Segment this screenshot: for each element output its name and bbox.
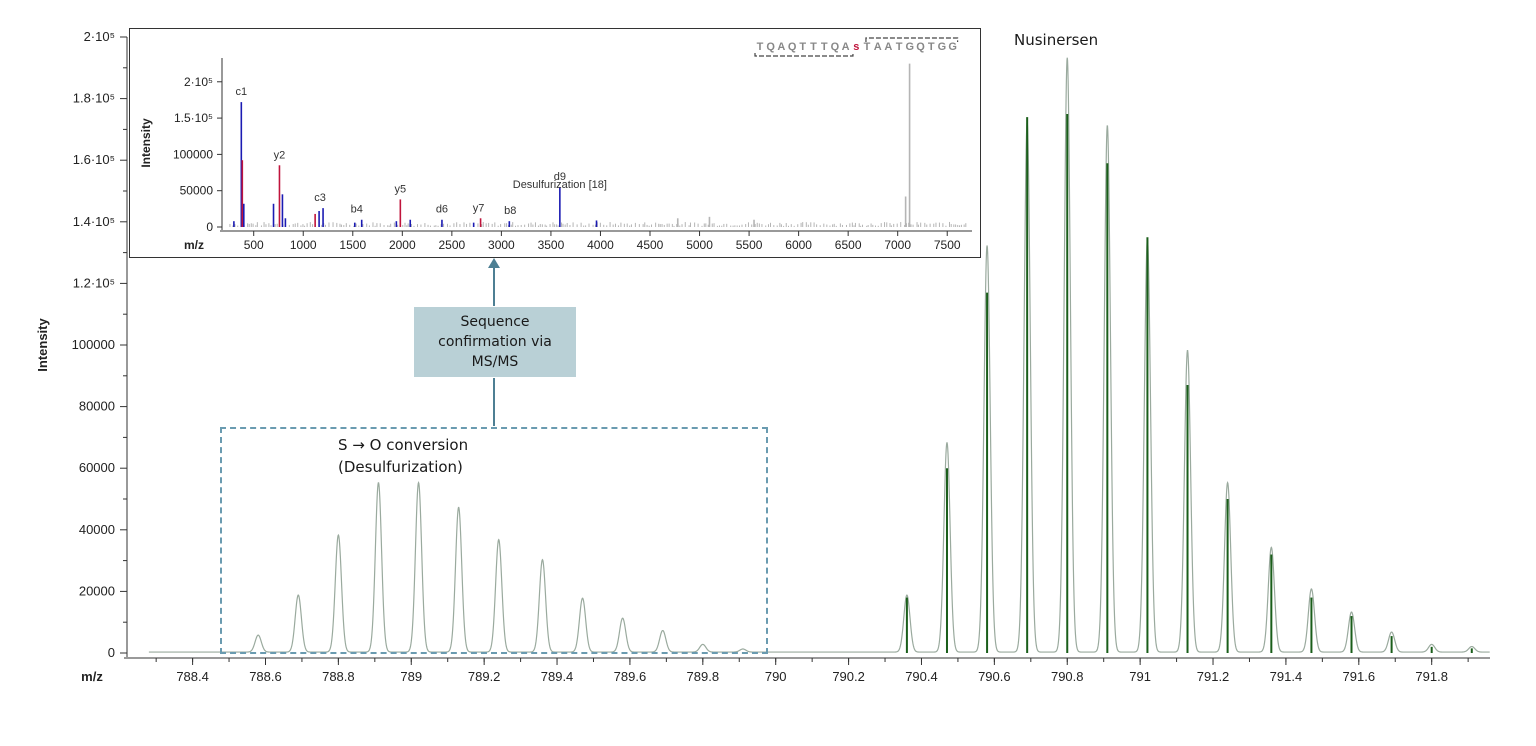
desulfurization-region-box <box>220 427 768 654</box>
x-tick-label: 790.4 <box>905 669 938 684</box>
sequence-residue: A <box>874 41 882 53</box>
x-tick-label: 790 <box>765 669 787 684</box>
y-tick-label: 20000 <box>79 583 115 598</box>
nusinersen-label: Nusinersen <box>1014 31 1099 49</box>
sequence-residue: Q <box>916 41 925 53</box>
fragment-label: b4 <box>351 204 363 216</box>
inset-y-tick-label: 50000 <box>180 184 214 198</box>
fragment-label: y7 <box>473 202 485 214</box>
x-tick-label: 788.4 <box>176 669 209 684</box>
x-tick-label: 791 <box>1129 669 1151 684</box>
inset-x-tick-label: 500 <box>244 238 264 252</box>
sequence-residue: G <box>938 41 947 53</box>
inset-x-tick-label: 3000 <box>488 238 515 252</box>
inset-x-tick-label: 2500 <box>439 238 466 252</box>
y-tick-label: 60000 <box>79 460 115 475</box>
y-tick-label: 2·10⁵ <box>84 29 115 44</box>
inset-background <box>130 29 980 257</box>
sequence-bracket-upper <box>865 37 959 42</box>
main-spectrum-chart: 0200004000060000800001000001.2·10⁵1.4·10… <box>35 29 1490 684</box>
inset-x-tick-label: 7500 <box>934 238 961 252</box>
sequence-residue: T <box>864 41 871 53</box>
x-tick-label: 790.6 <box>978 669 1011 684</box>
sequence-residue: T <box>810 41 817 53</box>
y-tick-label: 80000 <box>79 399 115 414</box>
inset-x-tick-label: 2000 <box>389 238 416 252</box>
inset-x-tick-label: 1000 <box>290 238 317 252</box>
sequence-residue: T <box>928 41 935 53</box>
x-tick-label: 789 <box>400 669 422 684</box>
inset-x-tick-label: 5000 <box>686 238 713 252</box>
x-tick-label: 791.2 <box>1197 669 1230 684</box>
fragment-label: b8 <box>504 205 516 217</box>
fragment-label: d6 <box>436 204 448 216</box>
sequence-residue: A <box>777 41 785 53</box>
fragment-label: c3 <box>314 192 326 204</box>
x-tick-label: 789.2 <box>468 669 501 684</box>
fragment-label: d9 <box>554 171 566 183</box>
x-tick-label: 791.8 <box>1415 669 1448 684</box>
y-tick-label: 0 <box>108 645 115 660</box>
fragment-label: c1 <box>236 86 248 98</box>
inset-x-tick-label: 7000 <box>884 238 911 252</box>
x-tick-label: 791.6 <box>1343 669 1376 684</box>
x-tick-label: 791.4 <box>1270 669 1303 684</box>
inset-x-tick-label: 6500 <box>835 238 862 252</box>
x-tick-label: 788.6 <box>249 669 282 684</box>
sequence-residue: Q <box>766 41 775 53</box>
sequence-residue: s <box>853 41 859 53</box>
sequence-residue: Q <box>831 41 840 53</box>
fragment-label: y2 <box>274 149 286 161</box>
y-tick-label: 1.8·10⁵ <box>73 91 115 106</box>
inset-y-tick-label: 100000 <box>173 147 213 161</box>
inset-x-tick-label: 6000 <box>785 238 812 252</box>
fragment-label: y5 <box>395 183 407 195</box>
inset-y-tick-label: 0 <box>206 220 213 234</box>
y-tick-label: 1.6·10⁵ <box>73 152 115 167</box>
y-tick-label: 1.4·10⁵ <box>73 214 115 229</box>
inset-x-tick-label: 4000 <box>587 238 614 252</box>
sequence-bracket-lower <box>754 53 854 57</box>
sequence-residue: A <box>842 41 850 53</box>
sequence-residue: A <box>884 41 892 53</box>
sequence-residue: T <box>821 41 828 53</box>
sequence-residue: T <box>896 41 903 53</box>
sequence-residue: G <box>906 41 915 53</box>
y-tick-label: 1.2·10⁵ <box>73 275 115 290</box>
inset-x-tick-label: 4500 <box>637 238 664 252</box>
inset-x-tick-label: 5500 <box>736 238 763 252</box>
x-tick-label: 790.2 <box>832 669 865 684</box>
sequence-confirmation-callout: Sequence confirmation via MS/MS <box>414 307 576 377</box>
y-axis-label: Intensity <box>35 318 50 372</box>
x-tick-label: 789.8 <box>687 669 720 684</box>
y-tick-label: 100000 <box>72 337 115 352</box>
x-tick-label: 789.6 <box>614 669 647 684</box>
inset-frame <box>129 28 981 258</box>
msms-inset-chart: 0 50000 100000 1.5·10⁵ 2·10⁵ 500 1000 1500 2000 2… <box>130 29 980 257</box>
profile-trace <box>148 57 1490 653</box>
x-tick-label: 789.4 <box>541 669 574 684</box>
desulfurization-region-label: S → O conversion (Desulfurization) <box>338 436 469 476</box>
inset-y-tick-label: 2·10⁵ <box>184 75 213 89</box>
inset-x-axis-label: m/z <box>184 238 204 252</box>
x-tick-label: 790.8 <box>1051 669 1084 684</box>
x-axis-label: m/z <box>81 669 103 684</box>
sequence-residue: T <box>799 41 806 53</box>
y-tick-label: 40000 <box>79 522 115 537</box>
inset-x-tick-label: 1500 <box>339 238 366 252</box>
arrow-head <box>488 258 500 268</box>
sequence-residue: Q <box>788 41 797 53</box>
sequence-residue: T <box>757 41 764 53</box>
inset-x-tick-label: 3500 <box>538 238 565 252</box>
desulfurization-annotation: Desulfurization [18] <box>513 179 607 191</box>
x-tick-label: 788.8 <box>322 669 355 684</box>
inset-y-axis-label: Intensity <box>139 118 153 168</box>
inset-y-tick-label: 1.5·10⁵ <box>174 111 213 125</box>
sequence-residue: G <box>948 41 957 53</box>
